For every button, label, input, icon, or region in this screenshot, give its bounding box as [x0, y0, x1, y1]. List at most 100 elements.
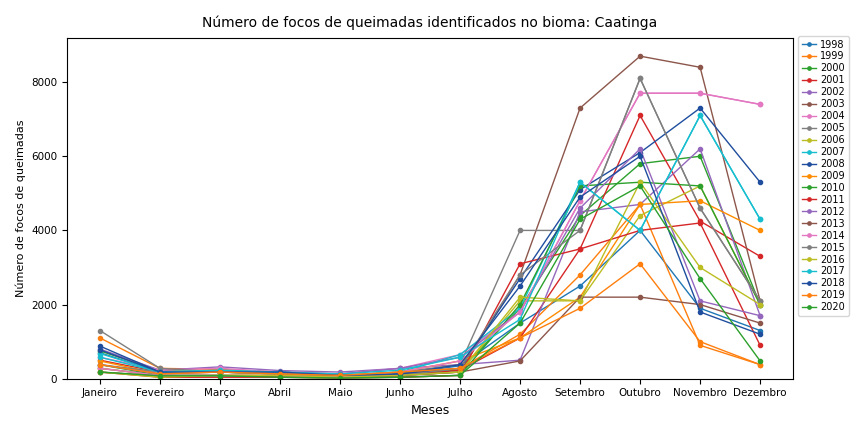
- 2002: [395, 366, 405, 371]
- 2006: [635, 213, 645, 218]
- 2006: [755, 302, 766, 307]
- 2004: [635, 91, 645, 96]
- 2014: [95, 366, 105, 371]
- Line: 2015: 2015: [98, 76, 762, 378]
- 2019: [215, 369, 226, 375]
- 2002: [635, 202, 645, 207]
- 2007: [454, 352, 465, 357]
- 2005: [635, 76, 645, 81]
- 2000: [575, 213, 585, 218]
- 2006: [695, 183, 705, 188]
- 1999: [635, 202, 645, 207]
- 1999: [515, 332, 525, 337]
- 2014: [275, 373, 285, 378]
- 2004: [215, 366, 226, 371]
- 2013: [515, 358, 525, 363]
- 2003: [515, 272, 525, 277]
- 2020: [515, 321, 525, 326]
- 2010: [155, 373, 165, 378]
- 2012: [515, 309, 525, 314]
- 2001: [335, 374, 346, 379]
- 2016: [275, 373, 285, 378]
- 2009: [575, 295, 585, 300]
- 2008: [635, 150, 645, 155]
- 2013: [335, 375, 346, 380]
- 2015: [335, 373, 346, 378]
- Line: 2017: 2017: [98, 113, 762, 376]
- 2009: [95, 358, 105, 363]
- 2017: [215, 368, 226, 373]
- 2018: [575, 194, 585, 200]
- 2005: [275, 369, 285, 375]
- 2016: [695, 265, 705, 270]
- 2003: [695, 65, 705, 70]
- 2020: [155, 373, 165, 378]
- 2018: [515, 283, 525, 289]
- 2007: [695, 113, 705, 118]
- 2018: [275, 369, 285, 375]
- 2019: [515, 335, 525, 340]
- 2015: [275, 372, 285, 377]
- 2002: [95, 346, 105, 352]
- 2009: [275, 372, 285, 377]
- 2013: [575, 295, 585, 300]
- 2002: [695, 146, 705, 152]
- 2018: [155, 369, 165, 375]
- 2005: [155, 366, 165, 371]
- 2009: [515, 335, 525, 340]
- 2011: [575, 246, 585, 251]
- 2008: [515, 276, 525, 281]
- 2009: [155, 372, 165, 377]
- 2003: [155, 373, 165, 378]
- 2016: [575, 298, 585, 303]
- 2017: [335, 372, 346, 377]
- 2011: [515, 261, 525, 267]
- Line: 2011: 2011: [98, 221, 762, 380]
- Line: 2020: 2020: [98, 184, 762, 380]
- Line: 2007: 2007: [98, 113, 762, 378]
- 2014: [454, 358, 465, 363]
- Line: 2010: 2010: [98, 180, 762, 380]
- 2001: [454, 368, 465, 373]
- 2019: [155, 372, 165, 377]
- 2009: [335, 373, 346, 378]
- 2004: [395, 366, 405, 371]
- 2007: [275, 372, 285, 377]
- 2017: [695, 113, 705, 118]
- Line: 2012: 2012: [98, 147, 762, 376]
- Line: 2019: 2019: [98, 262, 762, 378]
- 1998: [635, 228, 645, 233]
- 2004: [515, 309, 525, 314]
- 2003: [95, 366, 105, 371]
- 2014: [575, 198, 585, 203]
- 2010: [755, 302, 766, 307]
- 2005: [515, 228, 525, 233]
- 1999: [215, 367, 226, 372]
- 2017: [275, 369, 285, 375]
- 2000: [395, 372, 405, 377]
- 2011: [275, 375, 285, 380]
- 2014: [215, 373, 226, 378]
- 2009: [215, 369, 226, 375]
- 1998: [215, 369, 226, 374]
- 2005: [95, 328, 105, 333]
- 2008: [95, 343, 105, 349]
- 2018: [215, 369, 226, 375]
- 2003: [635, 54, 645, 59]
- 2003: [275, 373, 285, 378]
- 2001: [215, 369, 226, 375]
- 2007: [215, 369, 226, 375]
- 2006: [275, 373, 285, 378]
- 2012: [95, 362, 105, 367]
- 2013: [395, 373, 405, 378]
- 2006: [395, 373, 405, 378]
- 2018: [95, 347, 105, 353]
- 2000: [155, 368, 165, 373]
- 2013: [695, 302, 705, 307]
- Line: 2008: 2008: [98, 106, 762, 378]
- 1998: [695, 306, 705, 311]
- 2014: [515, 309, 525, 314]
- 2004: [95, 355, 105, 360]
- 2017: [454, 355, 465, 360]
- 2020: [575, 217, 585, 222]
